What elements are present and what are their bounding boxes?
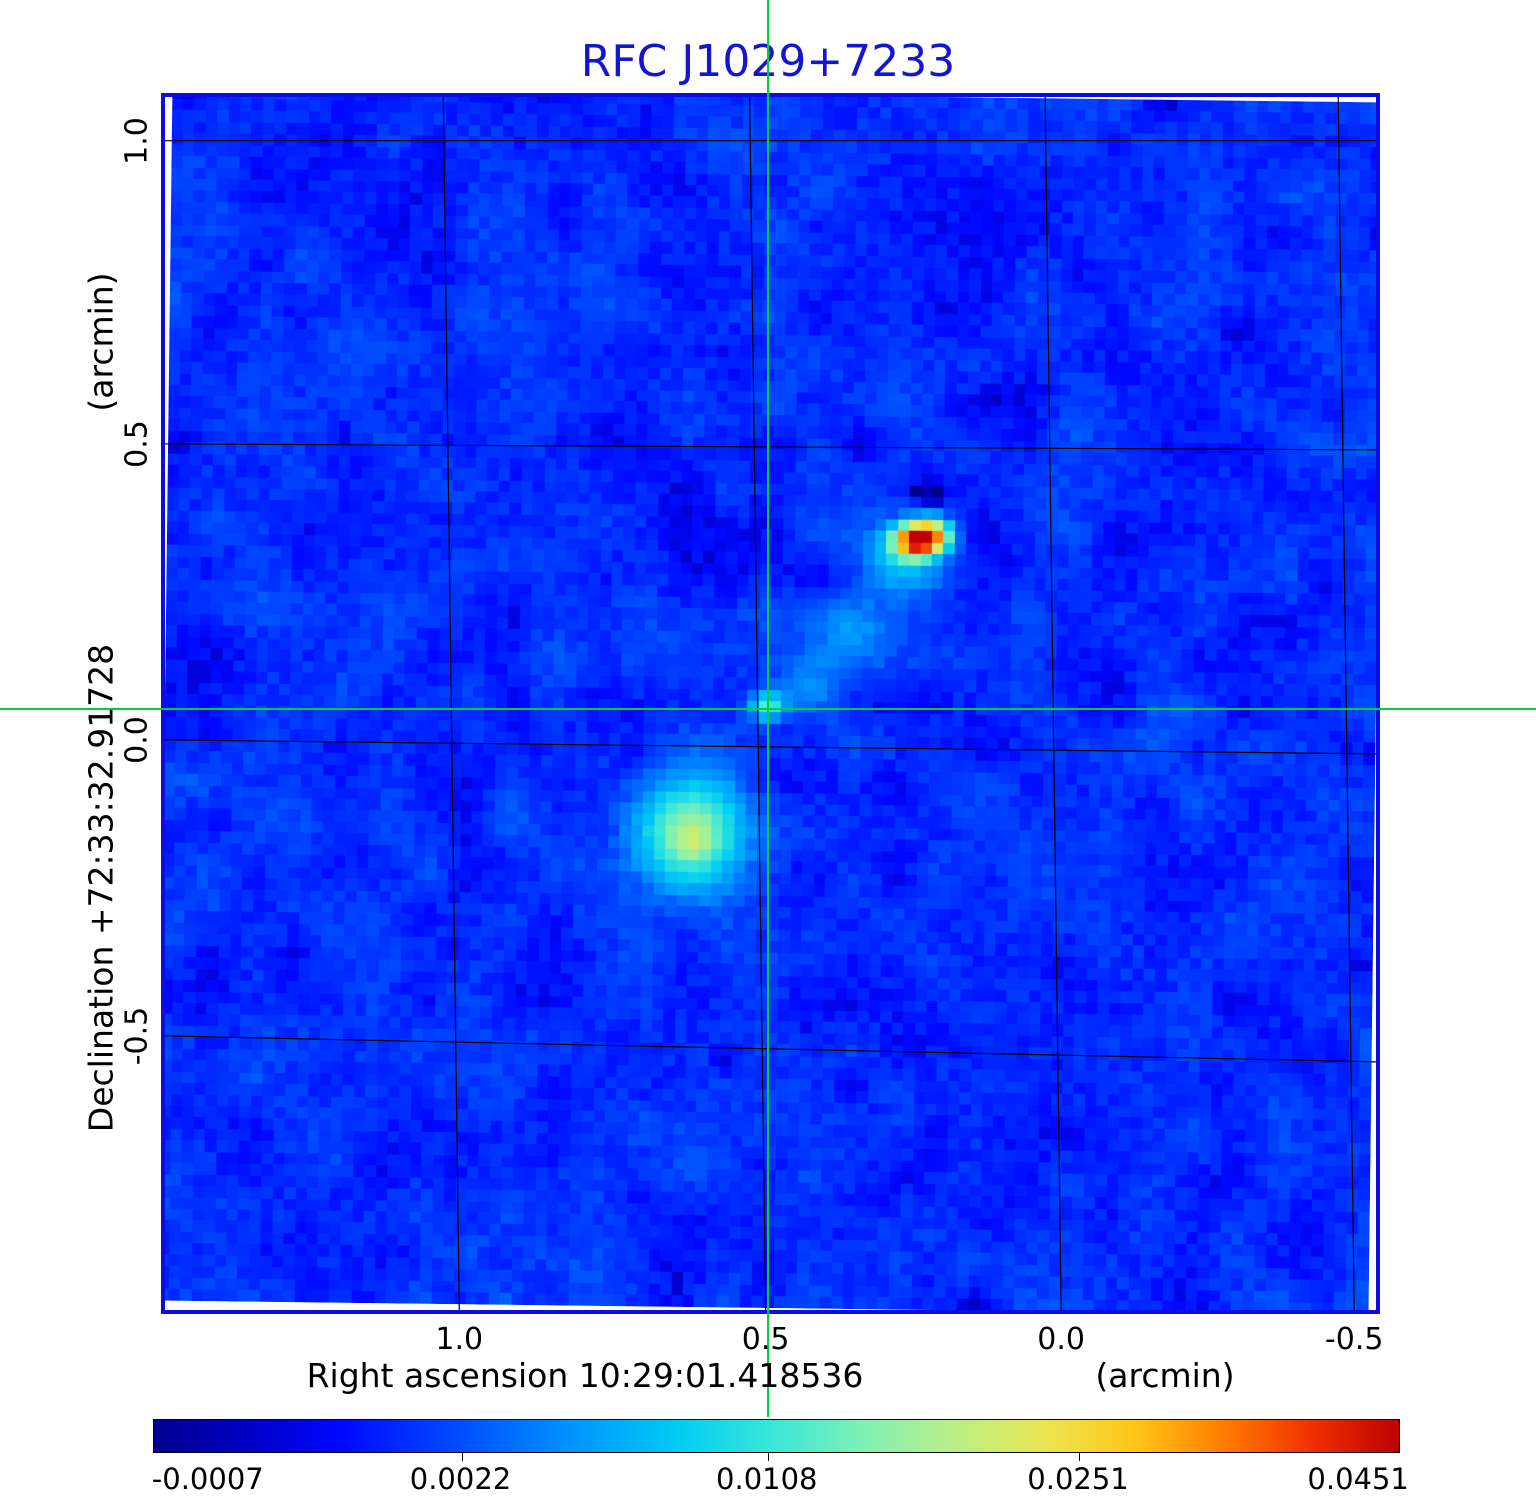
colorbar-label: -0.0007 xyxy=(151,1462,264,1496)
grid-line-vertical xyxy=(442,97,460,1310)
colorbar-label: 0.0022 xyxy=(409,1462,512,1496)
coordinate-grid xyxy=(165,97,1376,1310)
y-axis-tick-label: 1.0 xyxy=(119,116,155,165)
grid-line-horizontal xyxy=(165,1035,1376,1063)
y-axis-label: Declination +72:33:32.91728 xyxy=(81,643,121,1133)
colorbar-gradient xyxy=(154,1420,1399,1452)
x-axis-label: Right ascension 10:29:01.418536 xyxy=(306,1356,864,1395)
colorbar xyxy=(153,1419,1400,1461)
grid-line-vertical xyxy=(1044,97,1062,1310)
colorbar-tick xyxy=(1079,1453,1081,1461)
grid-line-vertical xyxy=(749,97,767,1310)
x-axis-tick-label: 1.0 xyxy=(435,1322,484,1357)
y-axis-tick-label: 0.0 xyxy=(119,716,155,764)
colorbar-label: 0.0251 xyxy=(1027,1462,1129,1496)
x-axis-tick-label: -0.5 xyxy=(1324,1322,1384,1357)
grid-line-vertical xyxy=(1337,97,1355,1310)
y-axis-unit-label: (arcmin) xyxy=(81,272,121,412)
x-axis-tick-label: 0.0 xyxy=(1037,1322,1085,1357)
colorbar-tick xyxy=(461,1453,463,1461)
x-axis-tick-label: 0.5 xyxy=(741,1322,790,1357)
colorbar-tick xyxy=(767,1453,769,1461)
grid-line-horizontal xyxy=(165,443,1376,451)
y-axis-tick-label: 0.5 xyxy=(119,420,155,468)
colorbar-label: 0.0108 xyxy=(716,1462,818,1496)
colorbar-label: 0.0451 xyxy=(1307,1462,1409,1496)
crosshair-vertical-line xyxy=(767,0,769,1417)
grid-line-horizontal xyxy=(165,739,1376,755)
plot-frame xyxy=(161,93,1380,1314)
x-axis-unit-label: (arcmin) xyxy=(1095,1356,1235,1395)
y-axis-tick-label: -0.5 xyxy=(119,1006,155,1066)
